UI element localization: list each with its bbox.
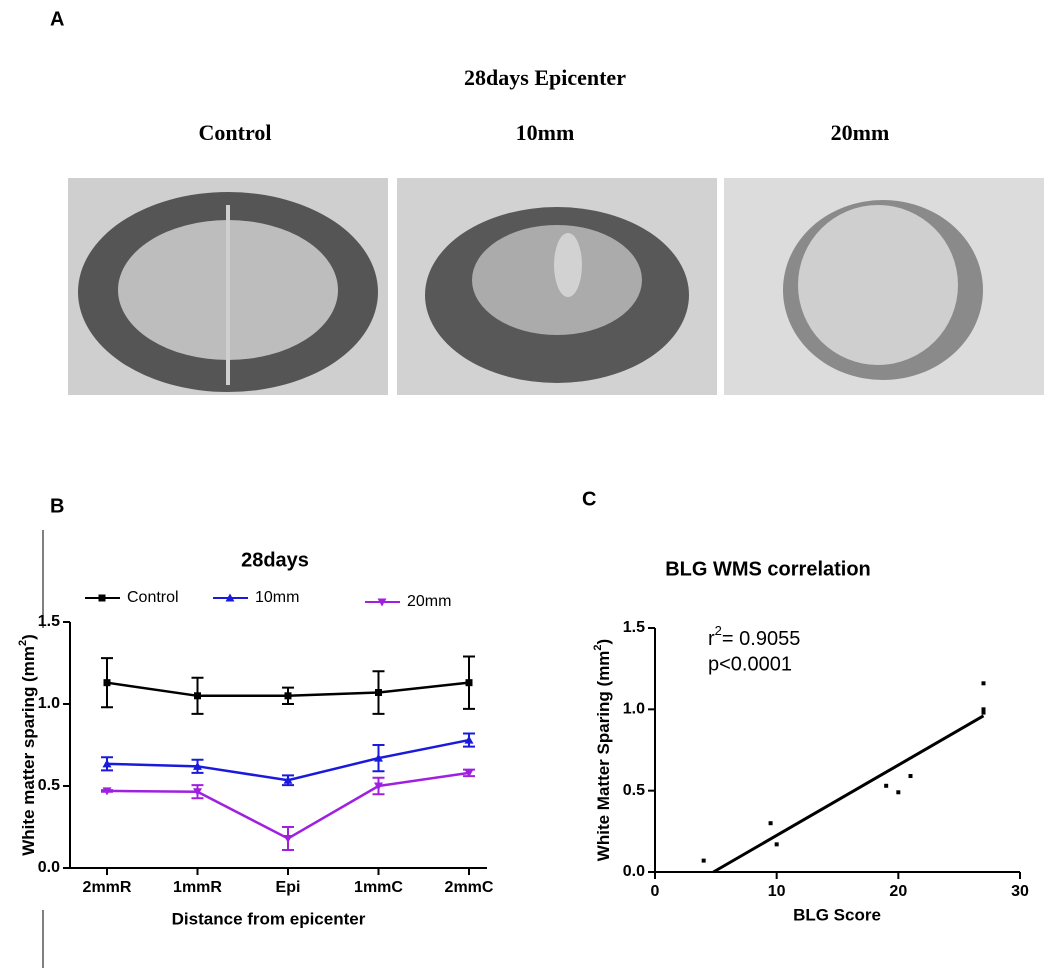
marker <box>193 761 202 770</box>
panel-label: A <box>50 8 64 30</box>
image-label: Control <box>199 120 272 145</box>
marker <box>374 753 383 762</box>
x-tick-label: 1mmC <box>354 879 403 896</box>
marker <box>464 735 474 744</box>
marker <box>103 679 111 687</box>
y-tick-label: 1.0 <box>623 701 645 718</box>
y-axis-label-text: White Matter Sparing (mm <box>594 651 613 862</box>
marker <box>102 787 112 796</box>
point <box>981 707 986 712</box>
marker <box>284 692 292 700</box>
marker <box>464 769 474 778</box>
point <box>981 681 986 686</box>
marker <box>375 689 382 697</box>
chart-title: 28days <box>241 549 309 571</box>
y-tick-label: 0.5 <box>38 777 60 794</box>
marker <box>465 679 473 687</box>
point <box>884 783 889 788</box>
chart-title: BLG WMS correlation <box>665 558 871 580</box>
annotation: p<0.0001 <box>708 653 792 675</box>
x-tick-label: 1mmR <box>173 879 222 896</box>
legend-label: Control <box>127 589 179 606</box>
point <box>768 821 773 826</box>
y-axis-label: White matter sparing (mm2) <box>17 634 39 856</box>
point <box>701 858 706 863</box>
image-label: 20mm <box>831 120 890 145</box>
annotation: r2= 0.9055 <box>708 623 800 650</box>
section-image <box>68 178 388 395</box>
y-tick-label: 1.5 <box>38 613 60 630</box>
point <box>774 842 779 847</box>
marker <box>194 692 201 700</box>
x-tick-label: 30 <box>1011 883 1029 900</box>
x-tick-label: 2mmC <box>445 879 494 896</box>
legend-marker <box>225 593 235 602</box>
legend-marker <box>98 594 106 602</box>
legend-label: 20mm <box>407 593 451 610</box>
panel-label: B <box>50 495 64 517</box>
x-tick-label: 20 <box>889 883 907 900</box>
y-axis-label-sup: 2 <box>592 644 604 650</box>
panel-title: 28days Epicenter <box>464 65 626 90</box>
marker <box>193 788 202 797</box>
y-tick-label: 1.5 <box>623 619 645 636</box>
y-tick-label: 1.0 <box>38 695 60 712</box>
y-axis-label: White Matter Sparing (mm2) <box>592 639 614 861</box>
y-axis-label-sup: 2 <box>17 640 29 646</box>
point <box>896 790 901 795</box>
annotation-text: r <box>708 628 715 650</box>
annotation-sup: 2 <box>715 623 722 638</box>
series-line <box>106 738 470 782</box>
marker <box>283 834 293 843</box>
y-tick-label: 0.0 <box>623 863 645 880</box>
marker <box>102 759 112 768</box>
section-image <box>397 178 717 395</box>
point <box>981 710 986 715</box>
y-axis-label-text: ) <box>594 639 613 645</box>
fit-line <box>712 714 985 874</box>
point <box>908 774 913 779</box>
y-tick-label: 0.5 <box>623 782 645 799</box>
x-tick-label: 0 <box>651 883 660 900</box>
marker <box>374 782 383 791</box>
y-tick-label: 0.0 <box>38 859 60 876</box>
x-axis-label: BLG Score <box>793 905 881 924</box>
y-axis-label-text: White matter sparing (mm <box>19 646 38 856</box>
x-tick-label: Epi <box>276 879 301 896</box>
panel-label: C <box>582 488 596 510</box>
legend-marker <box>377 598 387 607</box>
annotation-text: = 0.9055 <box>722 628 800 650</box>
legend-label: 10mm <box>255 589 299 606</box>
x-tick-label: 10 <box>768 883 786 900</box>
x-axis-label: Distance from epicenter <box>172 909 366 928</box>
marker <box>283 775 293 784</box>
x-tick-label: 2mmR <box>83 879 132 896</box>
section-image <box>724 178 1044 395</box>
image-label: 10mm <box>516 120 575 145</box>
y-axis-label-text: ) <box>19 634 38 640</box>
